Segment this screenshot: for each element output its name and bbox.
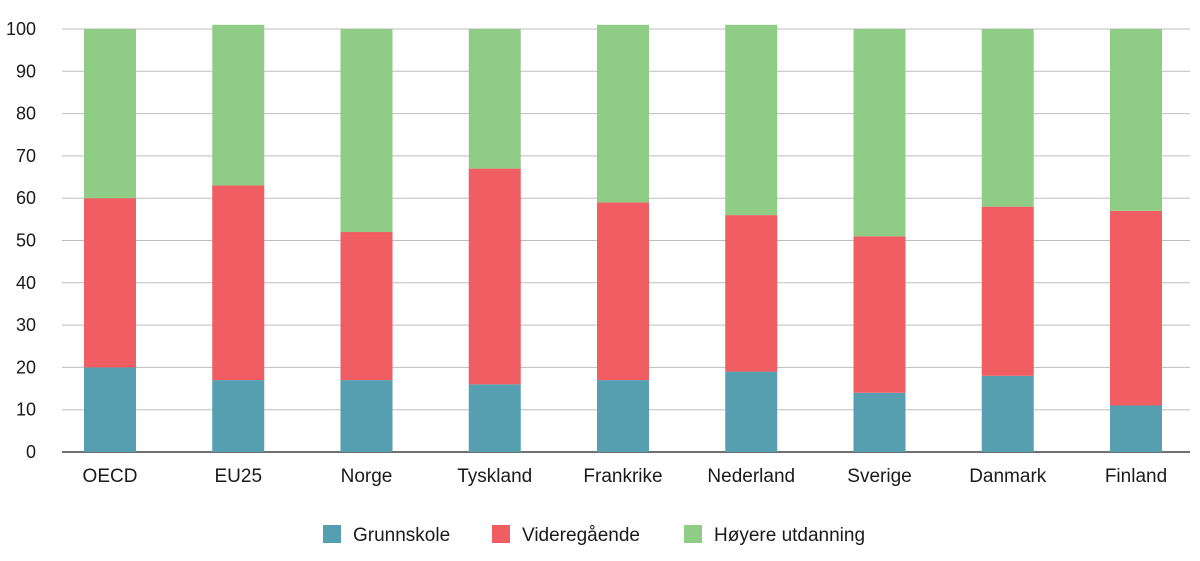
- bar-nederland-videregående: [725, 215, 778, 372]
- x-tick-label: Norge: [341, 466, 393, 487]
- bar-sverige-videregående: [853, 236, 906, 393]
- y-tick-label: 90: [16, 61, 36, 81]
- bar-oecd-grunnskole: [84, 367, 136, 452]
- bar-finland-høyere-utdanning: [1110, 29, 1162, 211]
- legend-label: Høyere utdanning: [714, 525, 865, 546]
- legend-label: Videregående: [522, 525, 640, 546]
- x-tick-label: Sverige: [847, 466, 911, 487]
- bar-eu25-grunnskole: [212, 380, 265, 452]
- bar-sverige-høyere-utdanning: [853, 29, 906, 237]
- bar-tyskland-videregående: [468, 168, 521, 385]
- x-tick-label: Frankrike: [583, 466, 662, 487]
- bar-tyskland-høyere-utdanning: [468, 29, 521, 169]
- bar-oecd-høyere-utdanning: [84, 29, 136, 199]
- y-tick-label: 80: [16, 104, 36, 124]
- bar-nederland-høyere-utdanning: [725, 24, 778, 216]
- legend-label: Grunnskole: [353, 525, 450, 546]
- bar-finland-videregående: [1110, 210, 1162, 406]
- bar-frankrike-høyere-utdanning: [597, 24, 649, 203]
- bar-norge-høyere-utdanning: [340, 29, 393, 233]
- x-axis: OECD EU25 Norge Tyskland Frankrike Nederland S…: [83, 466, 1168, 487]
- y-tick-label: 60: [16, 188, 36, 208]
- y-tick-label: 0: [26, 442, 36, 462]
- bar-nederland-grunnskole: [725, 371, 778, 452]
- legend: Grunnskole Videregående Høyere utdanning: [323, 525, 865, 546]
- x-tick-label: OECD: [83, 466, 138, 487]
- y-tick-label: 20: [16, 357, 36, 377]
- bar-oecd-videregående: [84, 198, 136, 368]
- bar-danmark-videregående: [981, 206, 1034, 376]
- bar-danmark-grunnskole: [981, 375, 1034, 452]
- bar-frankrike-videregående: [597, 202, 649, 381]
- x-tick-label: Danmark: [969, 466, 1047, 487]
- x-tick-label: Nederland: [707, 466, 795, 487]
- x-tick-label: Finland: [1105, 466, 1167, 487]
- y-axis: 0 10 20 30 40 50 60 70 80 90 100: [6, 19, 36, 462]
- bar-danmark-høyere-utdanning: [981, 29, 1034, 207]
- x-tick-label: EU25: [214, 466, 262, 487]
- bar-norge-grunnskole: [340, 380, 393, 452]
- bar-frankrike-grunnskole: [597, 380, 649, 452]
- y-tick-label: 100: [6, 19, 36, 39]
- bar-finland-grunnskole: [1110, 405, 1162, 452]
- bar-tyskland-grunnskole: [468, 384, 521, 452]
- bar-eu25-høyere-utdanning: [212, 24, 265, 186]
- bar-norge-videregående: [340, 232, 393, 381]
- y-tick-label: 50: [16, 231, 36, 251]
- y-tick-label: 70: [16, 146, 36, 166]
- y-tick-label: 10: [16, 400, 36, 420]
- bars: [84, 24, 1162, 452]
- x-tick-label: Tyskland: [457, 466, 532, 487]
- bar-eu25-videregående: [212, 185, 265, 381]
- legend-swatch: [323, 525, 341, 543]
- legend-swatch: [492, 525, 510, 543]
- bar-sverige-grunnskole: [853, 392, 906, 452]
- y-tick-label: 30: [16, 315, 36, 335]
- y-tick-label: 40: [16, 273, 36, 293]
- legend-swatch: [684, 525, 702, 543]
